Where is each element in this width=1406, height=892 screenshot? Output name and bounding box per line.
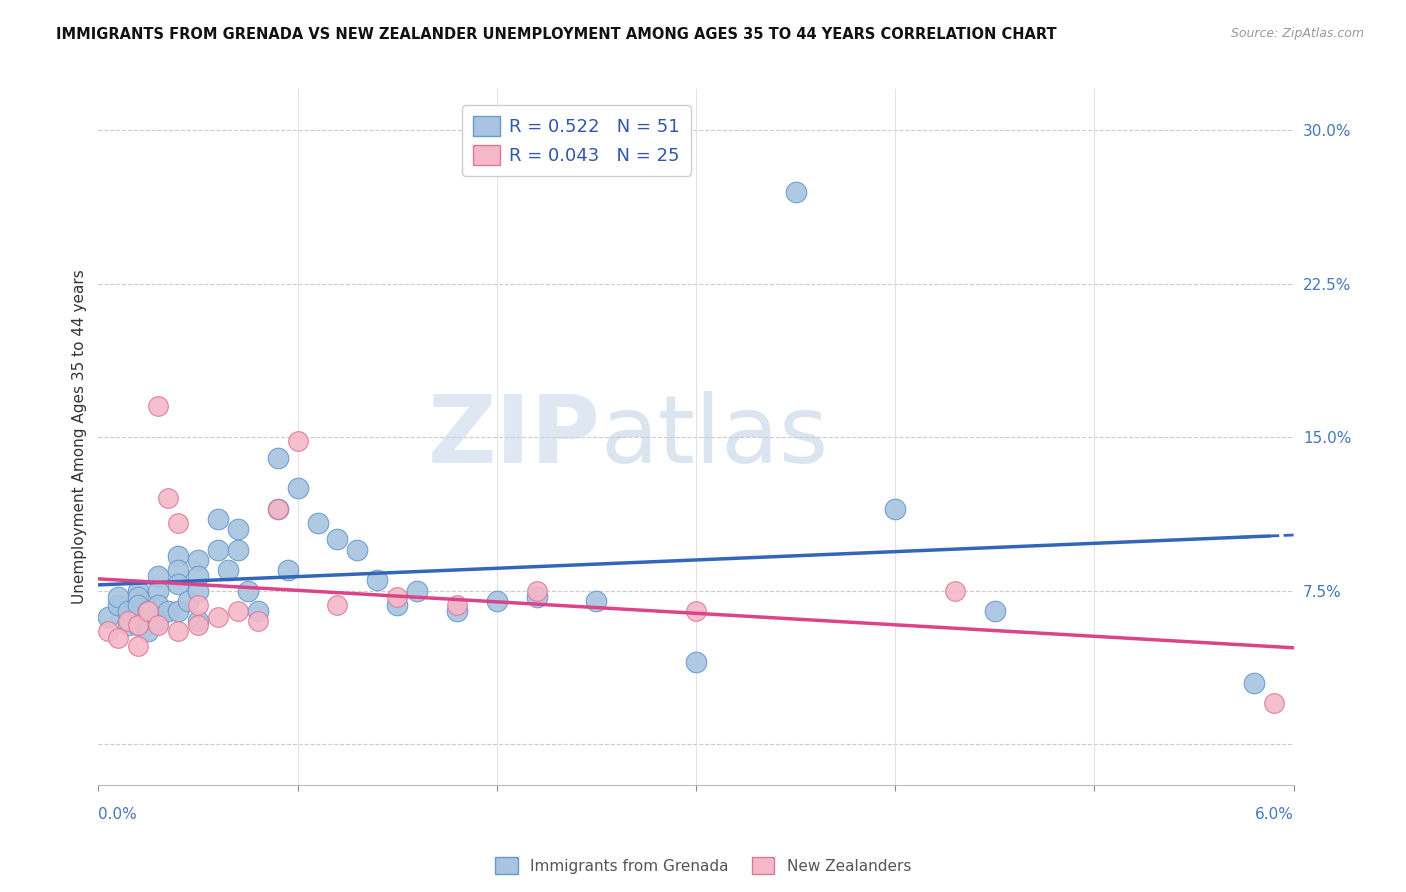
Point: [236, 583, 259, 598]
Point: [307, 516, 329, 530]
Point: [148, 618, 170, 632]
Point: [366, 574, 388, 588]
Point: [207, 512, 229, 526]
Point: [943, 583, 966, 598]
Point: [685, 604, 707, 618]
Point: [136, 604, 159, 618]
Point: [157, 491, 180, 506]
Point: [1243, 675, 1265, 690]
Point: [526, 590, 548, 604]
Point: [148, 614, 170, 628]
Point: [217, 563, 239, 577]
Point: [127, 583, 149, 598]
Point: [127, 618, 149, 632]
Point: [136, 624, 159, 639]
Point: [148, 400, 170, 414]
Point: [187, 553, 209, 567]
Text: IMMIGRANTS FROM GRENADA VS NEW ZEALANDER UNEMPLOYMENT AMONG AGES 35 TO 44 YEARS : IMMIGRANTS FROM GRENADA VS NEW ZEALANDER…: [56, 27, 1057, 42]
Point: [406, 583, 429, 598]
Point: [167, 624, 190, 639]
Point: [97, 610, 120, 624]
Point: [127, 618, 149, 632]
Text: 0.0%: 0.0%: [98, 807, 138, 822]
Point: [148, 583, 170, 598]
Point: [136, 604, 159, 618]
Point: [884, 501, 907, 516]
Point: [485, 594, 508, 608]
Point: [117, 618, 139, 632]
Point: [117, 604, 139, 618]
Legend: Immigrants from Grenada, New Zealanders: Immigrants from Grenada, New Zealanders: [489, 851, 917, 880]
Point: [187, 618, 209, 632]
Point: [117, 614, 139, 628]
Point: [287, 434, 309, 449]
Point: [127, 590, 149, 604]
Point: [167, 516, 190, 530]
Point: [685, 655, 707, 669]
Point: [107, 598, 129, 612]
Point: [127, 639, 149, 653]
Point: [1263, 696, 1285, 710]
Point: [326, 598, 349, 612]
Point: [385, 590, 409, 604]
Point: [177, 594, 200, 608]
Point: [267, 501, 290, 516]
Point: [585, 594, 607, 608]
Point: [446, 604, 468, 618]
Text: ZIP: ZIP: [427, 391, 600, 483]
Point: [246, 614, 269, 628]
Y-axis label: Unemployment Among Ages 35 to 44 years: Unemployment Among Ages 35 to 44 years: [72, 269, 87, 605]
Point: [107, 631, 129, 645]
Point: [346, 542, 368, 557]
Point: [97, 624, 120, 639]
Point: [187, 583, 209, 598]
Point: [326, 533, 349, 547]
Legend: R = 0.522   N = 51, R = 0.043   N = 25: R = 0.522 N = 51, R = 0.043 N = 25: [463, 105, 690, 176]
Point: [148, 598, 170, 612]
Point: [167, 563, 190, 577]
Point: [267, 501, 290, 516]
Point: [107, 590, 129, 604]
Point: [187, 614, 209, 628]
Point: [207, 542, 229, 557]
Point: [446, 598, 468, 612]
Point: [167, 549, 190, 563]
Point: [246, 604, 269, 618]
Point: [207, 610, 229, 624]
Point: [187, 569, 209, 583]
Point: [167, 577, 190, 591]
Point: [226, 604, 249, 618]
Point: [526, 583, 548, 598]
Point: [226, 542, 249, 557]
Point: [167, 604, 190, 618]
Point: [187, 598, 209, 612]
Point: [226, 522, 249, 536]
Point: [127, 598, 149, 612]
Point: [267, 450, 290, 465]
Point: [785, 185, 807, 199]
Text: atlas: atlas: [600, 391, 828, 483]
Point: [148, 569, 170, 583]
Point: [984, 604, 1007, 618]
Point: [157, 604, 180, 618]
Point: [277, 563, 299, 577]
Point: [385, 598, 409, 612]
Text: Source: ZipAtlas.com: Source: ZipAtlas.com: [1230, 27, 1364, 40]
Text: 6.0%: 6.0%: [1254, 807, 1294, 822]
Point: [287, 481, 309, 495]
